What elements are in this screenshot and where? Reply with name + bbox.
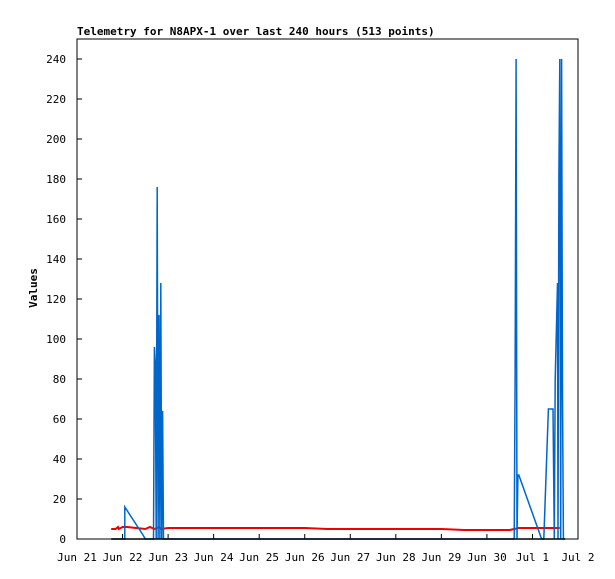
x-tick-label: Jul 1 <box>516 551 549 564</box>
y-tick-label: 220 <box>46 93 66 106</box>
x-axis: Jun 21 Jun 22 Jun 23 Jun 24 Jun 25 Jun 26 Jun … <box>57 534 595 564</box>
x-tick-label: Jun 26 <box>285 551 325 564</box>
x-tick-label: Jun 27 <box>330 551 370 564</box>
y-tick-label: 20 <box>53 493 66 506</box>
series-blue-line <box>111 58 566 540</box>
x-tick-label: Jun 28 <box>376 551 416 564</box>
x-tick-label: Jun 21 <box>57 551 97 564</box>
y-tick-label: 100 <box>46 333 66 346</box>
chart-title: Telemetry for N8APX-1 over last 240 hour… <box>77 25 435 38</box>
x-tick-label: Jun 29 <box>421 551 461 564</box>
x-tick-label: Jun 30 <box>467 551 507 564</box>
y-tick-label: 180 <box>46 173 66 186</box>
series-red-line <box>111 525 560 531</box>
x-tick-label: Jun 25 <box>239 551 279 564</box>
x-tick-label: Jun 22 <box>103 551 143 564</box>
y-tick-label: 240 <box>46 53 66 66</box>
plot-frame <box>76 38 579 540</box>
y-tick-label: 160 <box>46 213 66 226</box>
x-tick-label: Jul 2 <box>561 551 594 564</box>
y-tick-label: 140 <box>46 253 66 266</box>
y-tick-label: 120 <box>46 293 66 306</box>
series-layer <box>111 58 566 540</box>
y-axis: 0 20 40 60 80 100 120 140 160 180 200 220 240 <box>46 53 82 546</box>
y-axis-label: Values <box>27 268 40 308</box>
x-tick-label: Jun 23 <box>148 551 188 564</box>
x-tick-label: Jun 24 <box>194 551 234 564</box>
y-tick-label: 200 <box>46 133 66 146</box>
y-tick-label: 80 <box>53 373 66 386</box>
y-tick-label: 60 <box>53 413 66 426</box>
y-tick-label: 0 <box>59 533 66 546</box>
y-tick-label: 40 <box>53 453 66 466</box>
